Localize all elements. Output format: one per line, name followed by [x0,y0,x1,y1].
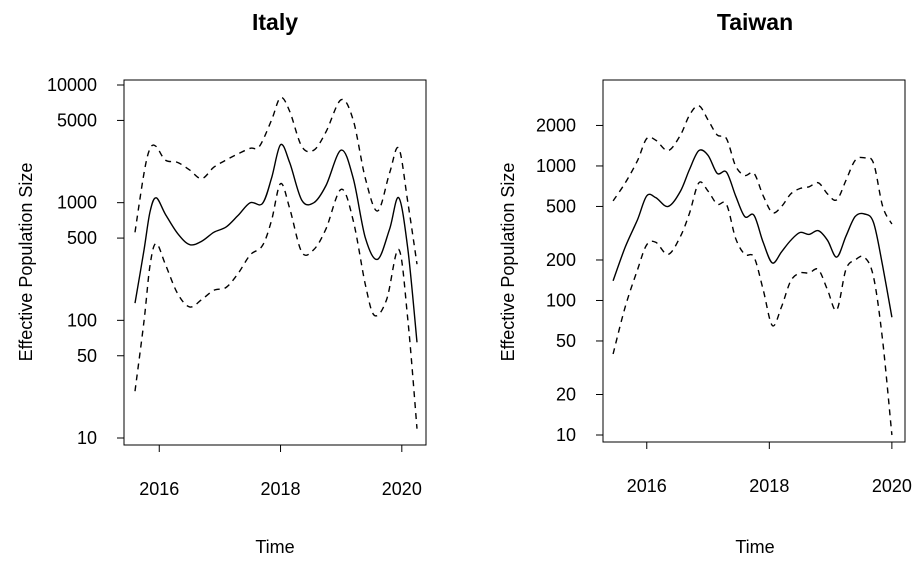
italy-x-tick-label: 2020 [382,479,422,499]
italy-y-tick-label: 500 [67,228,97,248]
taiwan-y-axis: 10 20 50 100 200 500 1000 2000 [536,115,604,445]
italy-x-axis: 2016 2018 2020 [139,444,422,499]
taiwan-plot-area [602,79,906,443]
taiwan-y-tick-label: 100 [546,290,576,310]
italy-lower-bound-line [134,182,418,429]
italy-chart-title: Italy [252,9,298,35]
italy-series-group [134,96,418,429]
taiwan-series-group [612,105,893,436]
taiwan-median-line [612,149,893,318]
taiwan-x-axis: 2016 2018 2020 [627,441,912,496]
taiwan-chart-title: Taiwan [717,9,793,35]
italy-plot-area [123,79,427,446]
taiwan-y-tick-label: 2000 [536,115,576,135]
taiwan-lower-bound-line [612,181,893,436]
taiwan-y-tick-label: 20 [556,385,576,405]
italy-y-tick-label: 10000 [47,75,97,95]
taiwan-y-tick-label: 50 [556,331,576,351]
italy-x-tick-label: 2016 [139,479,179,499]
italy-y-tick-label: 100 [67,310,97,330]
taiwan-y-tick-label: 1000 [536,156,576,176]
taiwan-x-tick-label: 2020 [872,476,912,496]
italy-upper-bound-line [134,96,418,265]
italy-y-tick-label: 10 [77,428,97,448]
taiwan-y-tick-label: 10 [556,425,576,445]
taiwan-upper-bound-line [612,105,893,225]
taiwan-x-axis-label: Time [735,537,774,557]
italy-y-axis-label: Effective Population Size [16,163,36,362]
taiwan-y-axis-label: Effective Population Size [498,163,518,362]
taiwan-x-tick-label: 2016 [627,476,667,496]
italy-y-tick-label: 50 [77,346,97,366]
italy-y-tick-label: 1000 [57,193,97,213]
italy-median-line [134,143,418,343]
taiwan-y-tick-label: 200 [546,250,576,270]
taiwan-x-tick-label: 2018 [749,476,789,496]
taiwan-y-tick-label: 500 [546,196,576,216]
italy-x-axis-label: Time [255,537,294,557]
italy-y-axis: 10 50 100 500 1000 5000 10000 [47,75,125,448]
italy-y-tick-label: 5000 [57,110,97,130]
italy-x-tick-label: 2018 [261,479,301,499]
